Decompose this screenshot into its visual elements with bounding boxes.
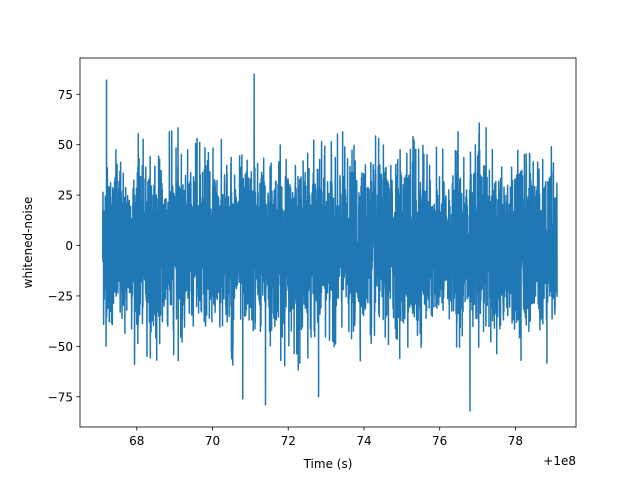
x-tick-label: 74 [356,434,371,448]
y-tick-label: 25 [58,189,73,203]
x-tick-label: 68 [129,434,144,448]
x-axis-label: Time (s) [303,457,353,471]
x-tick-label: 78 [508,434,523,448]
y-tick-label: 75 [58,88,73,102]
x-tick-label: 72 [281,434,296,448]
y-tick-label: −25 [48,289,73,303]
x-axis-ticks: 68 70 72 74 76 78 [129,427,523,448]
y-tick-label: −50 [48,340,73,354]
y-axis-ticks: −75 −50 −25 0 25 50 75 [48,88,80,404]
series-layer [101,73,558,412]
y-tick-label: −75 [48,390,73,404]
y-tick-label: 0 [65,239,73,253]
y-tick-label: 50 [58,138,73,152]
y-axis-label: whitened-noise [21,197,35,289]
x-tick-label: 70 [205,434,220,448]
x-axis-offset-label: +1e8 [543,454,576,468]
x-tick-label: 76 [432,434,447,448]
series-line [101,73,558,412]
plot-frame [79,57,577,428]
